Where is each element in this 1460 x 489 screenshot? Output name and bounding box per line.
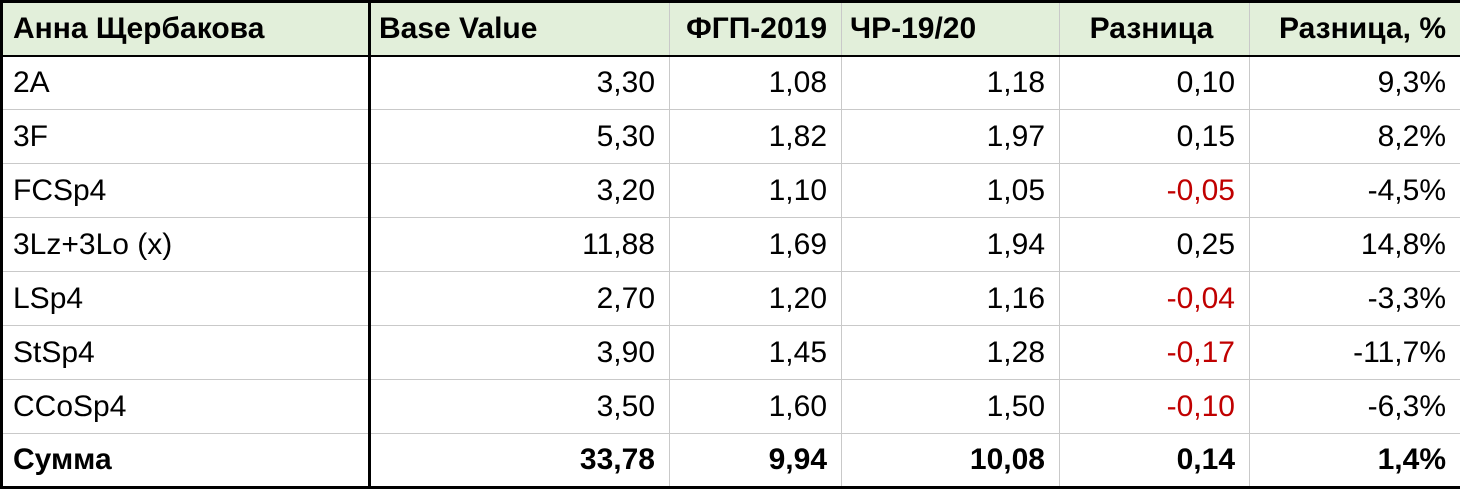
cell-difference-pct: -6,3% <box>1250 380 1460 434</box>
cell-goe-fgp: 1,10 <box>670 164 842 218</box>
cell-goe-chr: 1,28 <box>842 326 1060 380</box>
cell-goe-chr: 1,94 <box>842 218 1060 272</box>
cell-difference-pct: 14,8% <box>1250 218 1460 272</box>
cell-goe-chr: 1,05 <box>842 164 1060 218</box>
cell-difference: -0,05 <box>1060 164 1250 218</box>
cell-difference-pct: -3,3% <box>1250 272 1460 326</box>
cell-base-value: 3,90 <box>370 326 670 380</box>
cell-goe-chr: 1,18 <box>842 56 1060 110</box>
cell-total-goe-fgp: 9,94 <box>670 434 842 488</box>
cell-difference: 0,10 <box>1060 56 1250 110</box>
cell-total-difference-pct: 1,4% <box>1250 434 1460 488</box>
cell-total-label: Сумма <box>2 434 370 488</box>
cell-difference: -0,04 <box>1060 272 1250 326</box>
cell-element: 3F <box>2 110 370 164</box>
col-header-skater-name: Анна Щербакова <box>2 2 370 56</box>
cell-goe-fgp: 1,60 <box>670 380 842 434</box>
cell-goe-fgp: 1,82 <box>670 110 842 164</box>
table-row: LSp4 2,70 1,20 1,16 -0,04 -3,3% <box>2 272 1460 326</box>
cell-difference: -0,10 <box>1060 380 1250 434</box>
cell-base-value: 3,30 <box>370 56 670 110</box>
cell-difference: -0,17 <box>1060 326 1250 380</box>
col-header-fgp-2019: ФГП-2019 <box>670 2 842 56</box>
cell-difference-pct: -4,5% <box>1250 164 1460 218</box>
cell-goe-chr: 1,50 <box>842 380 1060 434</box>
cell-difference-pct: -11,7% <box>1250 326 1460 380</box>
cell-difference: 0,15 <box>1060 110 1250 164</box>
cell-total-goe-chr: 10,08 <box>842 434 1060 488</box>
cell-total-base-value: 33,78 <box>370 434 670 488</box>
cell-element: LSp4 <box>2 272 370 326</box>
total-row: Сумма 33,78 9,94 10,08 0,14 1,4% <box>2 434 1460 488</box>
cell-goe-fgp: 1,69 <box>670 218 842 272</box>
cell-goe-fgp: 1,20 <box>670 272 842 326</box>
cell-goe-fgp: 1,08 <box>670 56 842 110</box>
cell-element: 2A <box>2 56 370 110</box>
table-row: StSp4 3,90 1,45 1,28 -0,17 -11,7% <box>2 326 1460 380</box>
cell-element: 3Lz+3Lo (x) <box>2 218 370 272</box>
cell-element: FCSp4 <box>2 164 370 218</box>
col-header-difference: Разница <box>1060 2 1250 56</box>
table-row: FCSp4 3,20 1,10 1,05 -0,05 -4,5% <box>2 164 1460 218</box>
cell-difference-pct: 8,2% <box>1250 110 1460 164</box>
cell-base-value: 11,88 <box>370 218 670 272</box>
col-header-base-value: Base Value <box>370 2 670 56</box>
cell-difference: 0,25 <box>1060 218 1250 272</box>
col-header-chr-19-20: ЧР-19/20 <box>842 2 1060 56</box>
header-row: Анна Щербакова Base Value ФГП-2019 ЧР-19… <box>2 2 1460 56</box>
table-row: 3F 5,30 1,82 1,97 0,15 8,2% <box>2 110 1460 164</box>
cell-goe-chr: 1,16 <box>842 272 1060 326</box>
cell-base-value: 5,30 <box>370 110 670 164</box>
cell-total-difference: 0,14 <box>1060 434 1250 488</box>
cell-base-value: 3,20 <box>370 164 670 218</box>
cell-base-value: 2,70 <box>370 272 670 326</box>
table-row: CCoSp4 3,50 1,60 1,50 -0,10 -6,3% <box>2 380 1460 434</box>
table-row: 3Lz+3Lo (x) 11,88 1,69 1,94 0,25 14,8% <box>2 218 1460 272</box>
cell-goe-chr: 1,97 <box>842 110 1060 164</box>
cell-base-value: 3,50 <box>370 380 670 434</box>
cell-goe-fgp: 1,45 <box>670 326 842 380</box>
cell-element: CCoSp4 <box>2 380 370 434</box>
table-row: 2A 3,30 1,08 1,18 0,10 9,3% <box>2 56 1460 110</box>
cell-difference-pct: 9,3% <box>1250 56 1460 110</box>
cell-element: StSp4 <box>2 326 370 380</box>
col-header-difference-pct: Разница, % <box>1250 2 1460 56</box>
